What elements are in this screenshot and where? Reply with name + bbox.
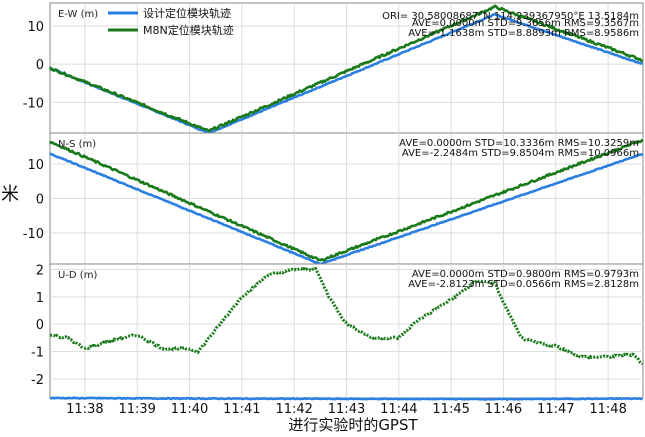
panel-2: 10 0 -10 N-S (m) AVE=0.0000m STD=10.3336m RM… [23, 132, 644, 266]
panel-title: E-W (m) [58, 9, 98, 20]
series-line-m8n-module [49, 138, 644, 262]
series-line-design-module [49, 396, 643, 401]
x-axis-label: 进行实验时的GPST [288, 416, 418, 434]
x-tick-label: 11:42 [275, 402, 312, 417]
panel-1: 10 0 -10 E-W (m) AVE=0.0000m STD=9.3656m RMS… [23, 2, 644, 135]
panel-3: 2 1 0 -1 -2 U-D (m) AVE=0.0000m STD=0.9800m RM… [31, 263, 644, 401]
series-line-m8n-module [49, 266, 644, 366]
stats-line: AVE=-2.2484m STD=9.8504m RMS=10.0966m [402, 148, 639, 159]
x-tick-label: 11:44 [380, 402, 417, 417]
panel-title: N-S (m) [58, 139, 96, 150]
y-tick-label: 2 [36, 263, 44, 278]
y-tick-label: 10 [27, 20, 44, 35]
y-tick-label: 0 [36, 318, 44, 333]
y-tick-label: -1 [31, 346, 44, 361]
stats-line: AVE=0.0000m STD=10.3336m RMS=10.3259m [399, 138, 639, 149]
legend-label: 设计定位模块轨迹 [143, 6, 231, 20]
y-axis-label: 米 [1, 184, 19, 205]
x-tick-label: 11:46 [485, 402, 522, 417]
x-tick-label: 11:47 [537, 402, 574, 417]
x-tick-label: 11:41 [223, 402, 260, 417]
y-tick-label: 10 [27, 158, 44, 173]
y-tick-label: -2 [31, 373, 44, 388]
stats-line: AVE=0.0000m STD=9.3656m RMS=9.3567m [412, 18, 639, 29]
stats-line: AVE=-2.8123m STD=0.0566m RMS=2.8128m [408, 279, 639, 290]
y-tick-label: -10 [23, 96, 44, 111]
x-tick-label: 11:45 [432, 402, 469, 417]
legend-label: M8N定位模块轨迹 [143, 23, 234, 37]
series-line-m8n-module [48, 4, 644, 133]
origin-header: ORI= 30.58008687°N 114.239367950°E 13.51… [382, 11, 639, 22]
y-tick-label: 1 [36, 291, 44, 306]
x-tick-label: 11:43 [328, 402, 365, 417]
y-tick-label: -10 [23, 227, 44, 242]
x-tick-label: 11:39 [118, 402, 155, 417]
stats-line: AVE=0.0000m STD=0.9800m RMS=0.9793m [412, 269, 639, 280]
x-tick-label: 11:40 [171, 402, 208, 417]
series-line-design-module [49, 152, 644, 266]
x-tick-label: 11:48 [589, 402, 626, 417]
legend: 设计定位模块轨迹 M8N定位模块轨迹 [108, 6, 234, 37]
stats-line: AVE=-1.1638m STD=8.8893m RMS=8.9586m [408, 28, 639, 39]
y-tick-label: 0 [36, 193, 44, 208]
y-tick-label: 0 [36, 58, 44, 73]
panel-title: U-D (m) [58, 270, 97, 281]
x-tick-label: 11:38 [66, 402, 103, 417]
